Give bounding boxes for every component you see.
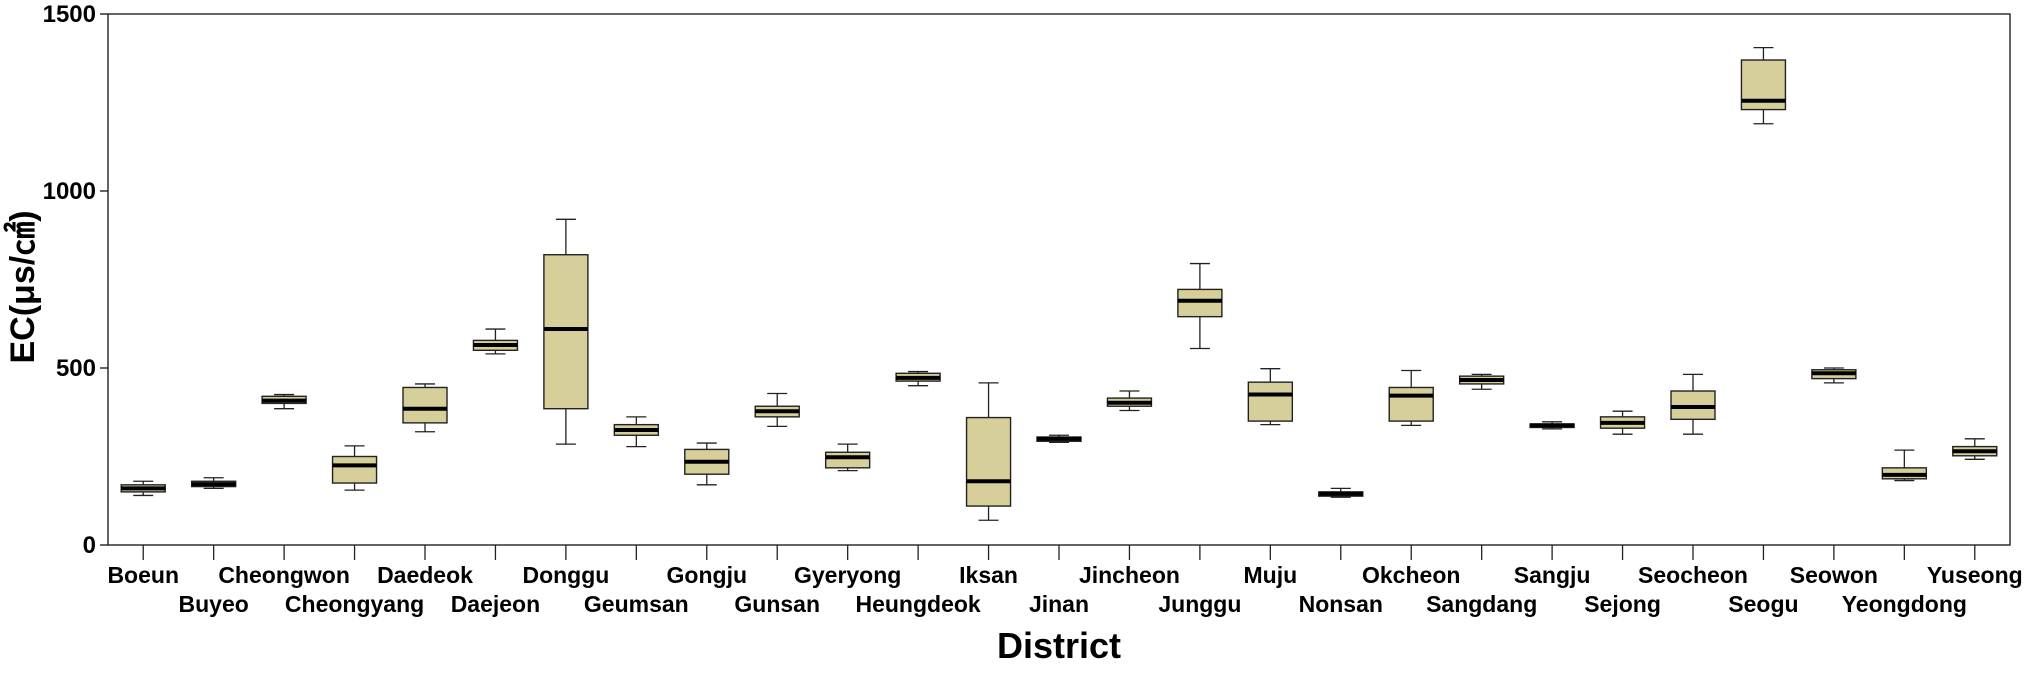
iqr-box xyxy=(331,455,378,484)
x-tick-label: Junggu xyxy=(1158,591,1241,617)
y-tick-label: 0 xyxy=(83,532,96,559)
x-tick-label: Donggu xyxy=(522,562,609,588)
y-axis: 0 500 1000 1500 xyxy=(43,1,108,559)
box-jincheon xyxy=(1106,390,1153,412)
x-tick-label: Jincheon xyxy=(1079,562,1180,588)
x-tick-label: Cheongwon xyxy=(218,562,350,588)
x-tick-label: Okcheon xyxy=(1362,562,1460,588)
box-yuseong xyxy=(1952,438,1998,460)
box-boeun xyxy=(120,480,166,497)
x-tick-label: Daedeok xyxy=(377,562,473,588)
box-sangju xyxy=(1529,421,1575,430)
box-seocheon xyxy=(1670,373,1716,435)
x-tick-label: Nonsan xyxy=(1299,591,1383,617)
x-tick-label: Gunsan xyxy=(734,591,820,617)
box-daejeon xyxy=(472,328,519,355)
x-tick-label: Iksan xyxy=(959,562,1018,588)
box-gongju xyxy=(684,442,730,486)
plot-area xyxy=(107,13,2011,546)
box-donggu xyxy=(543,218,589,445)
iqr-box xyxy=(1388,386,1434,422)
x-tick-label: Muju xyxy=(1244,562,1298,588)
x-tick-label: Daejeon xyxy=(451,591,540,617)
box-iksan xyxy=(965,382,1012,521)
box-cheongwon xyxy=(261,393,307,410)
x-tick-label: Yuseong xyxy=(1927,562,2023,588)
box-gyeryong xyxy=(824,443,871,472)
y-tick-label: 1500 xyxy=(43,1,96,28)
iqr-box xyxy=(1247,381,1294,422)
box-daedeok xyxy=(402,383,448,433)
y-tick-label: 1000 xyxy=(43,178,96,205)
box-seowon xyxy=(1811,367,1857,384)
x-tick-label: Heungdeok xyxy=(855,591,980,617)
x-tick-label: Sangju xyxy=(1514,562,1591,588)
box-gunsan xyxy=(754,392,800,428)
box-geumsan xyxy=(613,416,660,448)
y-axis-title: EC(μs/㎠) xyxy=(3,210,42,363)
box-heungdeok xyxy=(895,370,941,387)
box-junggu xyxy=(1177,262,1223,350)
box-cheongyang xyxy=(331,445,378,491)
x-tick-label: Geumsan xyxy=(584,591,689,617)
x-tick-label: Boeun xyxy=(107,562,179,588)
iqr-box xyxy=(402,386,448,424)
x-tick-label: Seowon xyxy=(1790,562,1878,588)
x-tick-label: Gongju xyxy=(667,562,747,588)
x-tick-label: Sangdang xyxy=(1426,591,1537,617)
box-muju xyxy=(1247,368,1294,426)
box-okcheon xyxy=(1388,369,1434,426)
x-axis-title: District xyxy=(997,625,1121,666)
box-yeongdong xyxy=(1881,449,1928,482)
box-nonsan xyxy=(1318,487,1364,498)
x-tick-label: Seogu xyxy=(1728,591,1798,617)
iqr-box xyxy=(965,416,1012,507)
box-buyeo xyxy=(190,477,237,490)
box-sejong xyxy=(1599,410,1646,435)
box-sangdang xyxy=(1458,373,1505,390)
iqr-box xyxy=(1177,288,1223,318)
x-tick-label: Gyeryong xyxy=(794,562,901,588)
x-tick-label: Yeongdong xyxy=(1842,591,1967,617)
iqr-box xyxy=(824,451,871,469)
x-tick-label: Sejong xyxy=(1584,591,1661,617)
y-tick-label: 500 xyxy=(56,355,96,382)
x-tick-label: Cheongyang xyxy=(285,591,424,617)
box-series xyxy=(120,46,1998,521)
iqr-box xyxy=(543,254,589,410)
x-tick-label: Seocheon xyxy=(1638,562,1748,588)
box-seogu xyxy=(1740,46,1787,125)
box-jinan xyxy=(1036,434,1082,443)
x-tick-label: Buyeo xyxy=(179,591,249,617)
x-tick-label: Jinan xyxy=(1029,591,1089,617)
